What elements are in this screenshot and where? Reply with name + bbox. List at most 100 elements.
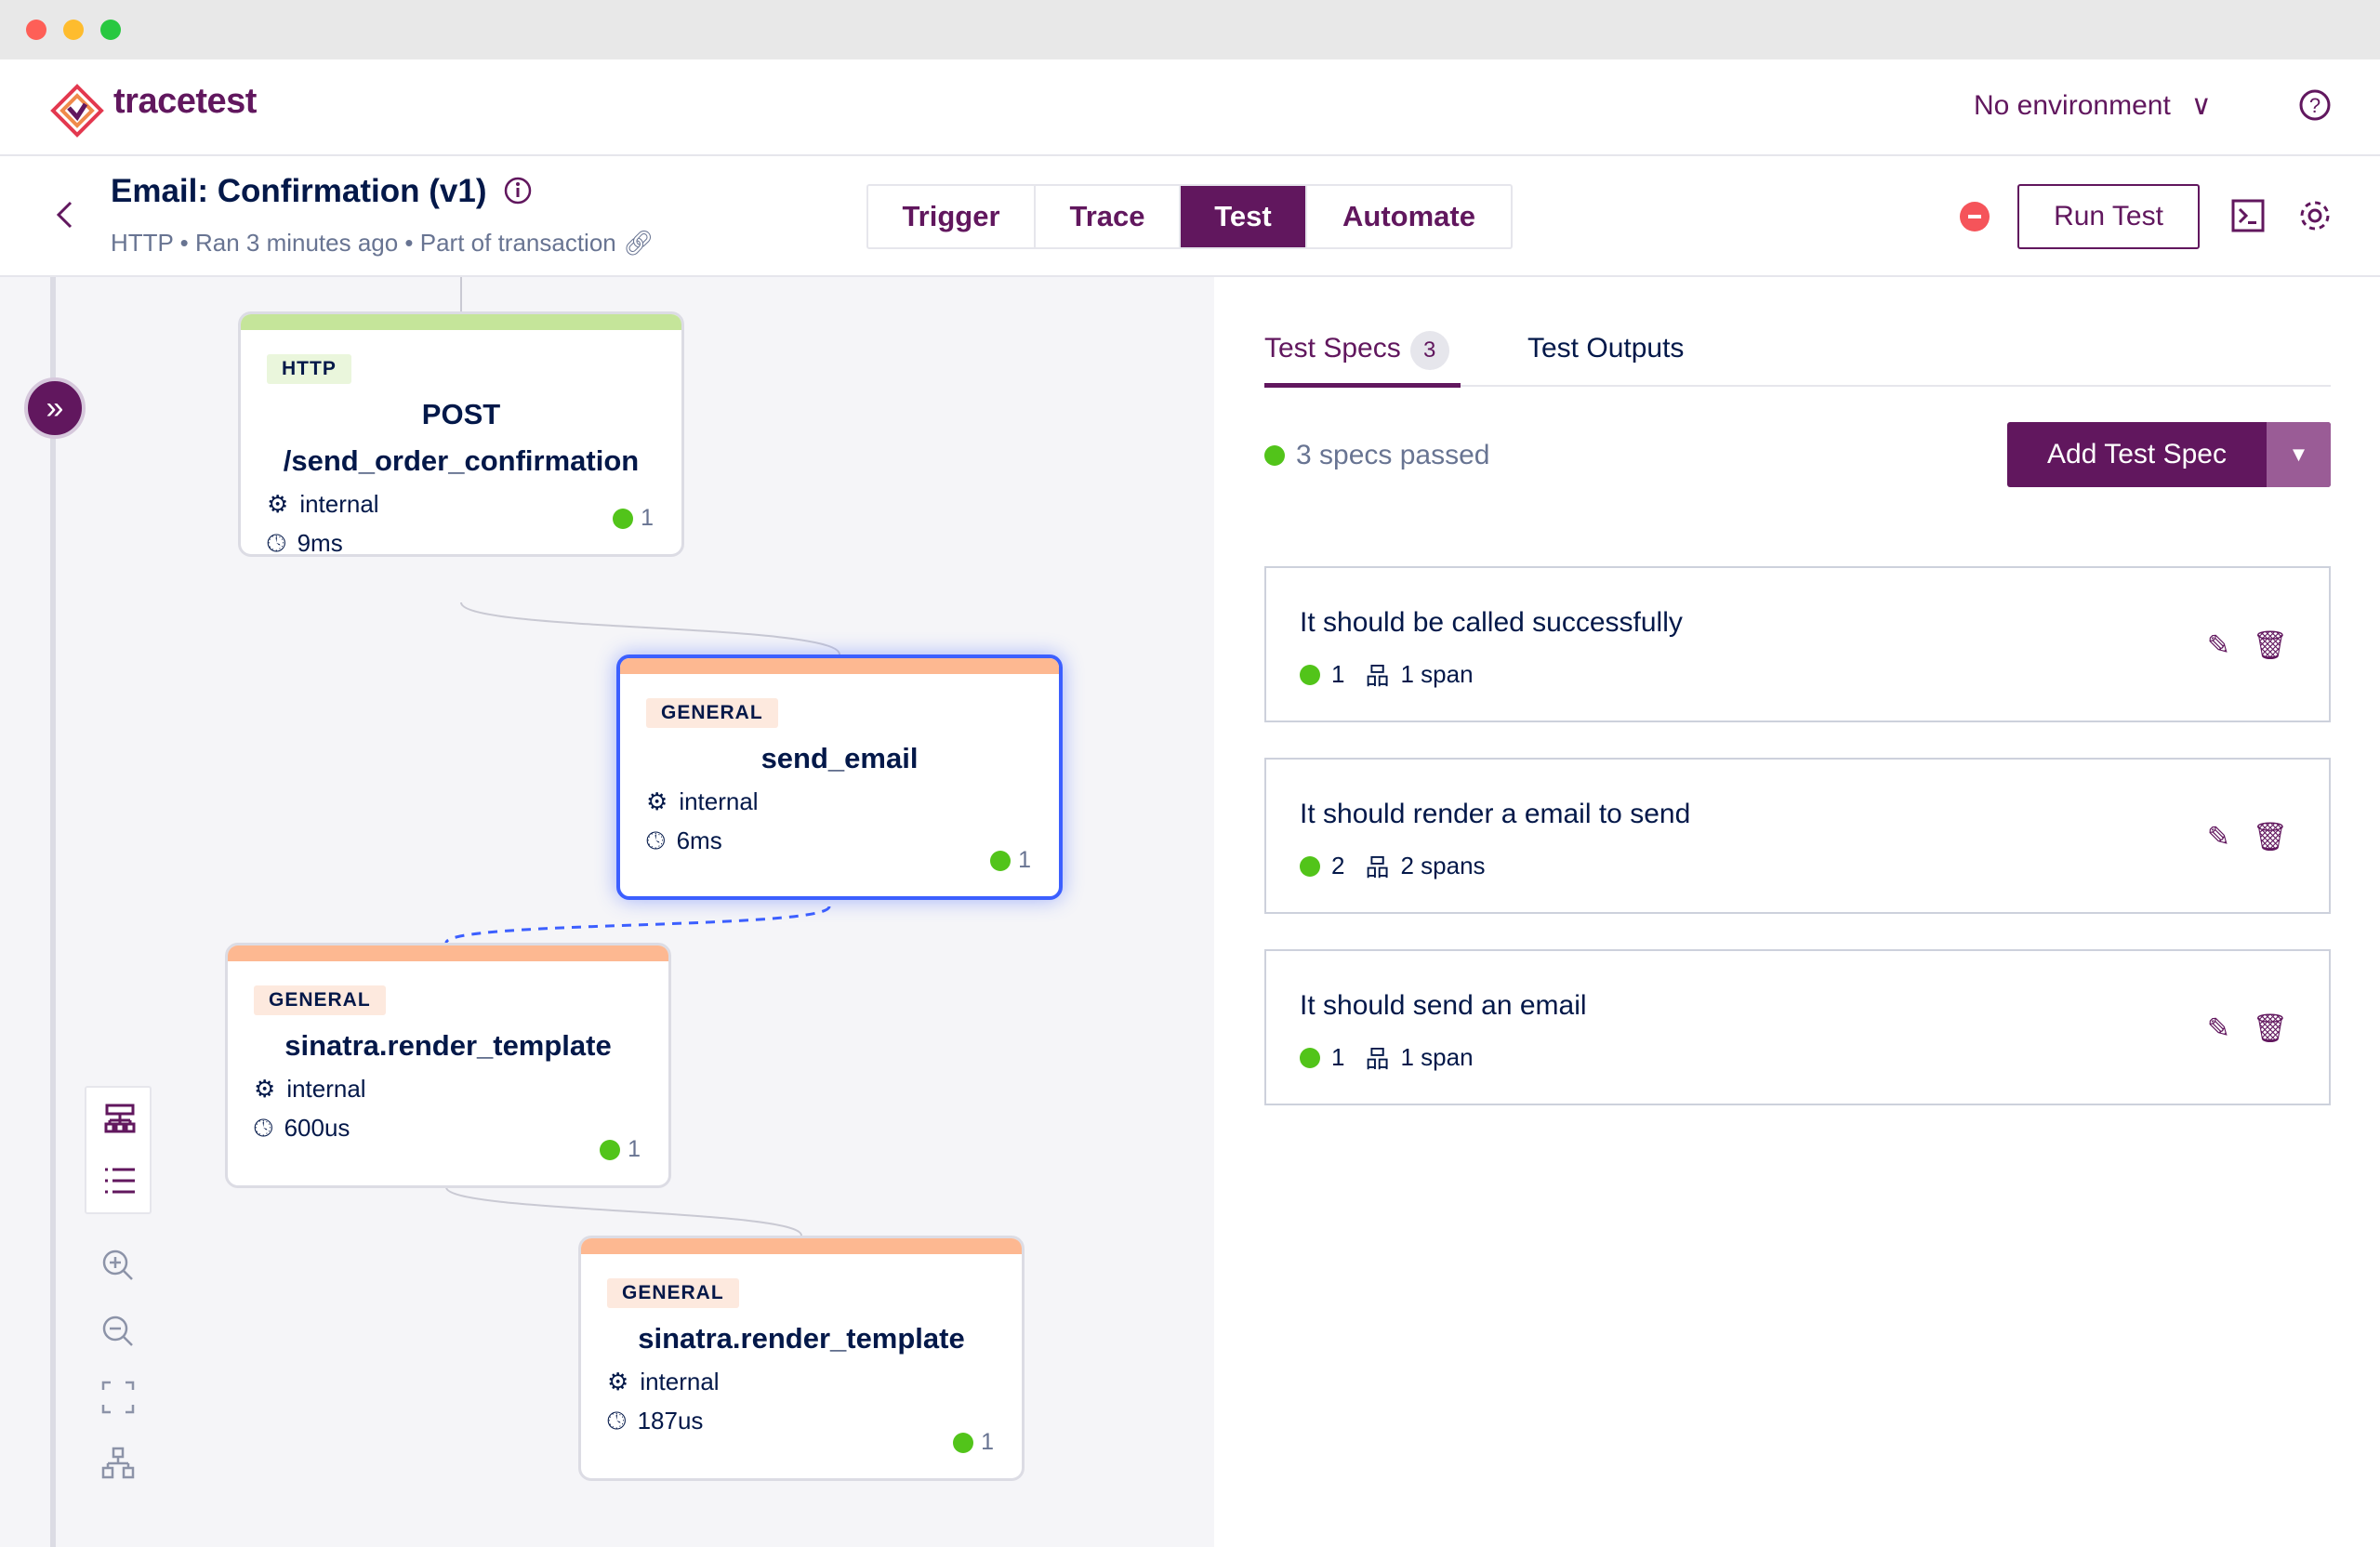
span-type-badge: GENERAL xyxy=(607,1278,739,1308)
fit-view-icon[interactable] xyxy=(101,1381,135,1414)
gear-icon: ⚙ xyxy=(254,1075,276,1103)
span-type-badge: HTTP xyxy=(267,354,351,384)
trash-icon[interactable]: 🗑︎ xyxy=(2252,822,2288,853)
view-mode-switch xyxy=(85,1086,152,1214)
spans-icon: 品 xyxy=(1365,662,1390,690)
pass-dot-icon xyxy=(1300,1047,1320,1068)
spec-title: It should render a email to send xyxy=(1300,799,1691,829)
failed-status-icon[interactable] xyxy=(1960,202,1990,231)
svg-text:?: ? xyxy=(2309,94,2320,117)
node-type-bar xyxy=(620,658,1059,674)
tab-test[interactable]: Test xyxy=(1181,186,1307,247)
help-icon[interactable]: ? xyxy=(2298,88,2332,122)
app-logo-text[interactable]: tracetest xyxy=(113,82,257,121)
checks-count: 1 xyxy=(628,1136,641,1162)
spec-title: It should send an email xyxy=(1300,990,1587,1021)
passed-count: 1 xyxy=(1331,1043,1345,1071)
gear-icon: ⚙ xyxy=(267,490,289,518)
spec-title: It should be called successfully xyxy=(1300,607,1683,638)
pass-dot-icon xyxy=(953,1432,974,1453)
test-header xyxy=(0,156,2380,277)
app-header xyxy=(0,60,2380,156)
pass-dot-icon xyxy=(1300,664,1320,685)
span-name: POST /send_order_confirmation xyxy=(283,398,640,477)
test-title: Email: Confirmation (v1) xyxy=(111,173,533,210)
zoom-out-icon[interactable] xyxy=(101,1315,135,1348)
add-spec-dropdown-caret-icon[interactable]: ▼ xyxy=(2267,422,2331,487)
edge xyxy=(445,1186,802,1236)
span-node[interactable]: HTTP POST /send_order_confirmation ⚙ inte… xyxy=(238,311,684,557)
expand-panel-button[interactable]: » xyxy=(24,377,86,439)
clock-icon: 🕓︎ xyxy=(254,1114,273,1142)
span-type-badge: GENERAL xyxy=(254,985,386,1015)
checks-count: 1 xyxy=(981,1429,994,1455)
link-icon[interactable]: 🔗︎ xyxy=(623,229,654,257)
node-type-bar xyxy=(228,945,668,961)
minimize-window-button[interactable] xyxy=(63,20,84,40)
span-node-selected[interactable]: GENERAL send_email ⚙ internal 🕓︎ 6ms 1 xyxy=(616,654,1063,900)
pass-dot-icon xyxy=(600,1139,621,1160)
spans-count: 2 spans xyxy=(1400,852,1486,879)
passed-count: 2 xyxy=(1331,852,1345,879)
layout-tree-icon[interactable] xyxy=(101,1447,135,1480)
span-node[interactable]: GENERAL sinatra.render_template ⚙ interna… xyxy=(578,1236,1025,1481)
span-duration: 187us xyxy=(637,1407,704,1435)
specs-status: 3 specs passed xyxy=(1264,440,1489,471)
edit-pencil-icon[interactable]: ✎ xyxy=(2206,822,2230,853)
pass-dot-icon xyxy=(990,850,1012,871)
chevron-down-icon: ∨ xyxy=(2190,90,2212,121)
settings-gear-icon[interactable] xyxy=(2296,197,2334,234)
tracetest-logo-icon xyxy=(50,84,104,138)
checks-badge: 1 xyxy=(990,847,1031,874)
tab-trigger[interactable]: Trigger xyxy=(868,186,1036,247)
clock-icon: 🕓︎ xyxy=(646,826,666,854)
zoom-in-icon[interactable] xyxy=(101,1249,135,1282)
span-kind: internal xyxy=(640,1368,720,1395)
edge xyxy=(460,602,840,655)
add-test-spec-label[interactable]: Add Test Spec xyxy=(2047,439,2227,469)
tab-trace[interactable]: Trace xyxy=(1036,186,1181,247)
environment-selector[interactable]: No environment ∨ xyxy=(1974,89,2212,122)
tab-label: Test Specs xyxy=(1264,333,1401,364)
passed-count: 1 xyxy=(1331,660,1345,688)
span-kind: internal xyxy=(286,1075,366,1103)
status-text: 3 specs passed xyxy=(1296,440,1490,470)
close-window-button[interactable] xyxy=(26,20,46,40)
checks-badge: 1 xyxy=(600,1136,641,1163)
clock-icon: 🕓︎ xyxy=(607,1407,627,1435)
spans-count: 1 span xyxy=(1400,660,1474,688)
maximize-window-button[interactable] xyxy=(100,20,121,40)
environment-label: No environment xyxy=(1974,90,2171,121)
back-arrow-icon[interactable] xyxy=(54,201,76,229)
edit-pencil-icon[interactable]: ✎ xyxy=(2206,1013,2230,1044)
edit-pencil-icon[interactable]: ✎ xyxy=(2206,630,2230,661)
run-test-button[interactable]: Run Test xyxy=(2017,184,2200,249)
side-panel-divider[interactable] xyxy=(50,277,56,1547)
checks-badge: 1 xyxy=(953,1429,994,1456)
spans-count: 1 span xyxy=(1400,1043,1474,1071)
pass-dot-icon xyxy=(1300,855,1320,877)
specs-count-badge: 3 xyxy=(1409,331,1449,370)
tab-automate[interactable]: Automate xyxy=(1342,200,1475,232)
span-name: send_email xyxy=(760,742,919,774)
diagram-view-icon[interactable] xyxy=(103,1103,137,1136)
span-node[interactable]: GENERAL sinatra.render_template ⚙ interna… xyxy=(225,943,671,1188)
terminal-icon[interactable] xyxy=(2231,199,2265,232)
double-chevron-right-icon: » xyxy=(46,390,64,426)
checks-badge: 1 xyxy=(613,505,654,532)
active-tab-indicator xyxy=(1264,383,1461,388)
info-icon[interactable] xyxy=(503,176,533,205)
pass-dot-icon xyxy=(1264,445,1285,466)
timeline-list-icon[interactable] xyxy=(103,1166,137,1196)
trash-icon[interactable]: 🗑︎ xyxy=(2252,1013,2288,1044)
trash-icon[interactable]: 🗑︎ xyxy=(2252,630,2288,661)
checks-count: 1 xyxy=(641,505,654,531)
tab-test-specs[interactable]: Test Specs 3 xyxy=(1264,331,1449,370)
add-test-spec-button[interactable]: Add Test Spec ▼ xyxy=(2007,422,2331,487)
span-kind: internal xyxy=(299,490,379,518)
span-type-badge: GENERAL xyxy=(646,698,778,728)
tab-test-outputs[interactable]: Test Outputs xyxy=(1527,333,1685,364)
